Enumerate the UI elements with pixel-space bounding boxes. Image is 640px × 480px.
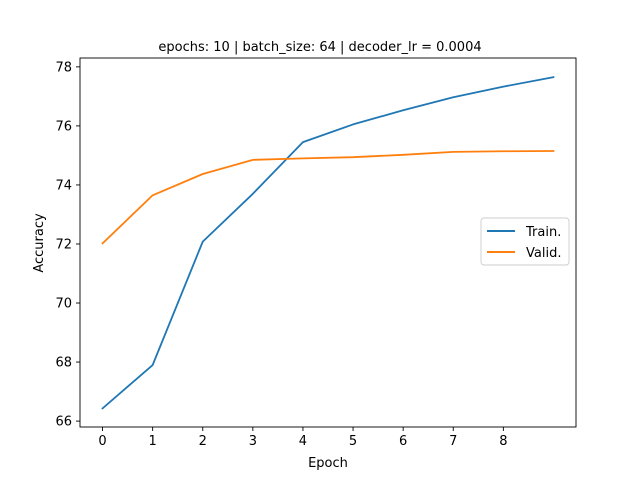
x-tick-label: 2 — [199, 434, 207, 449]
series-line-valid — [101, 150, 555, 245]
y-tick-label: 78 — [55, 60, 72, 75]
x-axis: 0 1 2 3 4 5 6 7 8 — [98, 427, 507, 449]
plot-area — [101, 76, 555, 410]
y-axis-label: Accuracy — [32, 213, 47, 273]
y-tick-label: 76 — [55, 119, 72, 134]
series-line-train — [101, 76, 555, 410]
axes-frame — [79, 57, 577, 428]
y-tick-label: 72 — [55, 237, 72, 252]
x-tick-label: 4 — [299, 434, 307, 449]
chart-title: epochs: 10 | batch_size: 64 | decoder_lr… — [158, 40, 481, 55]
x-tick-label: 8 — [499, 434, 507, 449]
y-tick-label: 70 — [55, 297, 72, 312]
legend: Train. Valid. — [480, 217, 570, 266]
x-tick-label: 1 — [149, 434, 157, 449]
x-tick-label: 7 — [449, 434, 457, 449]
legend-frame — [480, 217, 570, 266]
x-tick-label: 6 — [399, 434, 407, 449]
y-tick-label: 66 — [55, 415, 72, 430]
x-tick-label: 5 — [349, 434, 357, 449]
y-axis: 66 68 70 72 74 76 78 — [55, 60, 80, 430]
y-tick-label: 74 — [55, 178, 72, 193]
x-axis-label: Epoch — [308, 456, 348, 471]
legend-label-valid: Valid. — [526, 246, 561, 261]
x-tick-label: 3 — [249, 434, 257, 449]
x-tick-label: 0 — [98, 434, 106, 449]
legend-label-train: Train. — [525, 225, 561, 240]
y-tick-label: 68 — [55, 356, 72, 371]
